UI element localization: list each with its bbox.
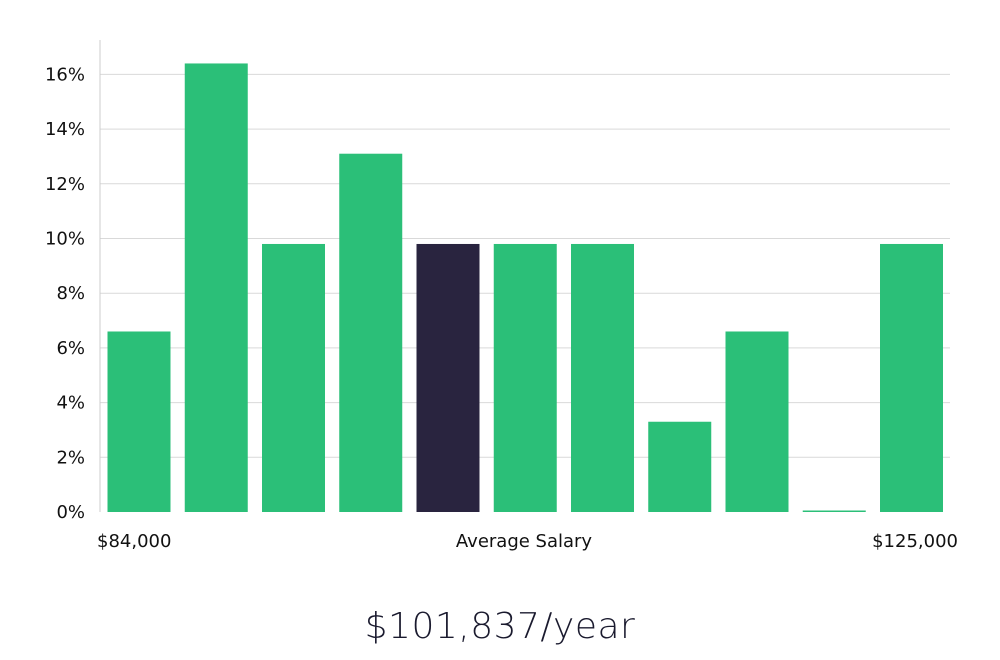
bar [493, 243, 557, 512]
y-tick-label: 6% [56, 338, 85, 359]
bar [262, 243, 325, 512]
y-tick-label: 14% [45, 119, 85, 140]
bar [571, 243, 634, 512]
average-salary-value: $101,837/year [364, 606, 636, 647]
y-tick-label: 10% [45, 229, 85, 250]
y-tick-label: 8% [56, 283, 85, 304]
bar [802, 510, 866, 512]
bar-highlighted [416, 243, 480, 512]
bars [107, 63, 943, 513]
x-axis-max-label: $125,000 [872, 531, 958, 552]
y-tick-label: 16% [45, 64, 85, 85]
bar [339, 153, 403, 512]
y-tick-label: 2% [56, 447, 85, 468]
bar [725, 331, 789, 512]
bar [648, 421, 712, 512]
y-axis-ticks: 0% 2% 4% 6% 8% 10% 12% 14% 16% [45, 64, 85, 523]
bar [184, 63, 248, 513]
bar [107, 331, 171, 512]
y-tick-label: 0% [56, 502, 85, 523]
x-axis-min-label: $84,000 [97, 531, 171, 552]
salary-histogram: 0% 2% 4% 6% 8% 10% 12% 14% 16% $84,000 Average S… [45, 40, 958, 552]
bar [880, 243, 943, 512]
y-tick-label: 12% [45, 174, 85, 195]
x-axis-center-label: Average Salary [456, 531, 593, 552]
y-tick-label: 4% [56, 393, 85, 414]
